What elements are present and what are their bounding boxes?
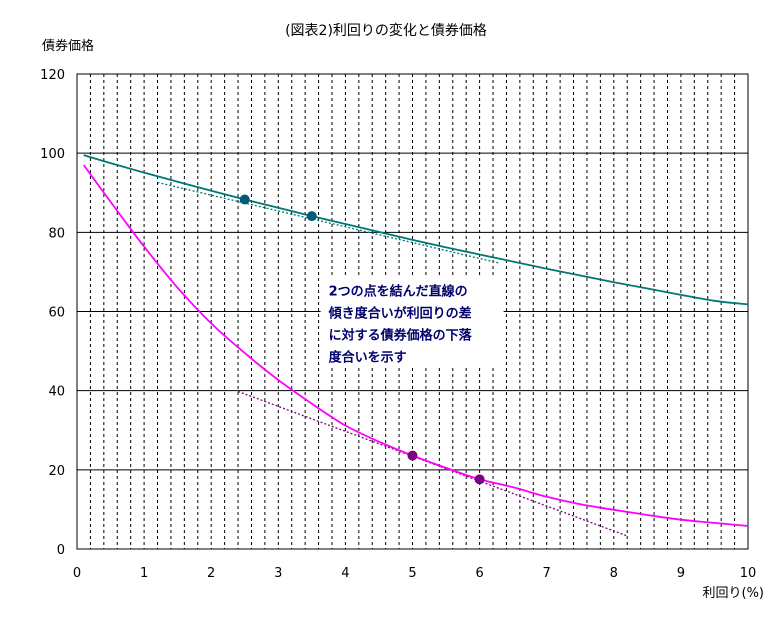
x-tick-label: 5 [408, 566, 416, 581]
x-tick-label: 9 [677, 566, 685, 581]
series-line [83, 154, 749, 306]
x-tick-label: 6 [475, 566, 483, 581]
x-tick-label: 8 [610, 566, 618, 581]
data-point [474, 474, 485, 485]
x-tick-label: 7 [543, 566, 551, 581]
data-point [306, 211, 317, 222]
annotation-text: 傾き度合いが利回りの差 [328, 306, 472, 322]
y-tick-label: 40 [48, 385, 65, 400]
y-axis-label: 債券価格 [42, 38, 94, 54]
plot-frame [76, 73, 749, 550]
tangent-line [237, 390, 628, 537]
data-point [239, 194, 250, 205]
y-tick-label: 20 [48, 464, 65, 479]
x-tick-label: 0 [73, 566, 81, 581]
chart-title: (図表2)利回りの変化と債券価格 [285, 22, 487, 39]
data-point [407, 450, 418, 461]
y-tick-label: 80 [48, 226, 65, 241]
tangent-line [157, 181, 500, 264]
y-tick-label: 100 [40, 147, 65, 162]
y-tick-label: 120 [40, 68, 65, 83]
annotation-text: に対する債券価格の下落 [329, 328, 473, 344]
annotation-text: 2つの点を結んだ直線の [329, 284, 468, 300]
annotation-text: 度合いを示す [329, 350, 407, 366]
x-axis-label: 利回り(%) [703, 586, 765, 601]
x-tick-label: 1 [140, 566, 148, 581]
y-tick-label: 60 [48, 306, 65, 321]
x-tick-label: 10 [740, 566, 757, 581]
annotation-box [320, 277, 504, 368]
data-points [239, 194, 485, 485]
x-tick-label: 4 [341, 566, 349, 581]
y-tick-label: 0 [57, 543, 65, 558]
x-tick-label: 2 [207, 566, 215, 581]
x-tick-label: 3 [274, 566, 282, 581]
